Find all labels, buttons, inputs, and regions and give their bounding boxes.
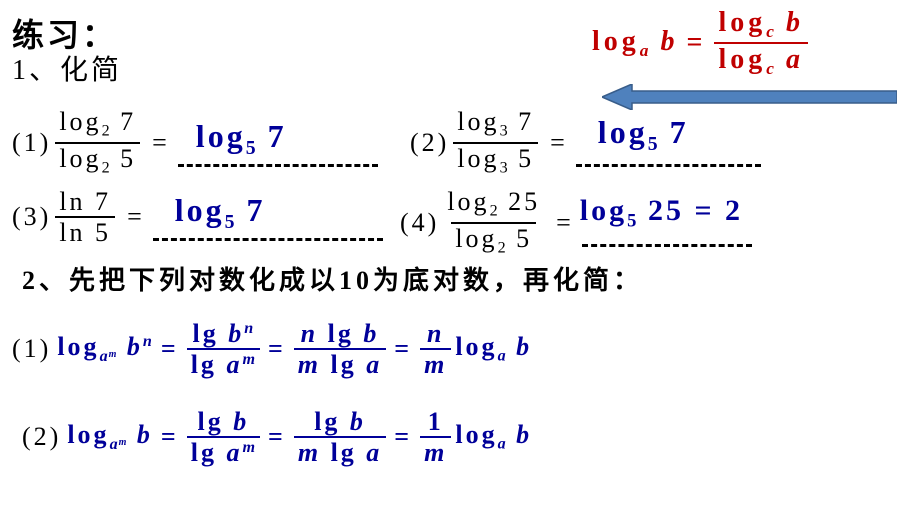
eq-sign: = xyxy=(394,334,412,364)
label: (4) xyxy=(400,208,439,238)
eq-sign: = xyxy=(127,202,145,232)
answer-slot: log5 7 xyxy=(576,128,761,158)
change-of-base-formula: loga b = logc b logc a xyxy=(592,8,808,79)
eq-sign: = xyxy=(394,422,412,452)
step2: n lg b m lg a xyxy=(294,320,386,379)
tail: loga b xyxy=(455,332,532,366)
lhs: logam b xyxy=(67,420,153,454)
eq-sign: = xyxy=(268,422,286,452)
label: (2) xyxy=(410,128,449,158)
answer-slot: log5 7 xyxy=(178,128,378,158)
section-1-heading: 1、化简 xyxy=(12,48,122,88)
step3: 1 m xyxy=(420,408,451,467)
frac: log2 25 log2 5 xyxy=(443,188,544,257)
step3: n m xyxy=(420,320,451,379)
label: (3) xyxy=(12,202,51,232)
frac: log3 7 log3 5 xyxy=(453,108,538,177)
eq-sign: = xyxy=(268,334,286,364)
q2-p2: (2) logam b = lg b lg am = lg b m lg a =… xyxy=(22,408,532,467)
q2-p1: (1) logam bn = lg bn lg am = n lg b m lg… xyxy=(12,320,532,379)
lhs: logam bn xyxy=(57,332,153,366)
cb-rhs-frac: logc b logc a xyxy=(714,8,808,79)
step2: lg b m lg a xyxy=(294,408,386,467)
answer-slot: log5 25 = 2 xyxy=(582,208,752,238)
eq-sign: = xyxy=(556,208,574,238)
tail: loga b xyxy=(455,420,532,454)
label: (1) xyxy=(12,334,51,364)
eq-sign: = xyxy=(161,422,179,452)
eq-sign: = xyxy=(152,128,170,158)
arrow-left-icon xyxy=(602,84,897,110)
q1-p4: (4) log2 25 log2 5 = log5 25 = 2 xyxy=(400,188,752,257)
eq-sign: = xyxy=(686,27,706,59)
q1-p1: (1) log2 7 log2 5 = log5 7 xyxy=(12,108,378,177)
section-2-heading: 2、先把下列对数化成以10为底对数，再化简： xyxy=(22,260,643,297)
frac: log2 7 log2 5 xyxy=(55,108,140,177)
label: (1) xyxy=(12,128,51,158)
step1: lg bn lg am xyxy=(187,320,260,379)
cb-lhs: loga b xyxy=(592,26,678,61)
q1-p2: (2) log3 7 log3 5 = log5 7 xyxy=(410,108,761,177)
eq-sign: = xyxy=(161,334,179,364)
eq-sign: = xyxy=(550,128,568,158)
frac: ln 7 ln 5 xyxy=(55,188,115,247)
q1-p3: (3) ln 7 ln 5 = log5 7 xyxy=(12,188,383,247)
answer-slot: log5 7 xyxy=(153,202,383,232)
step1: lg b lg am xyxy=(187,408,260,467)
label: (2) xyxy=(22,422,61,452)
